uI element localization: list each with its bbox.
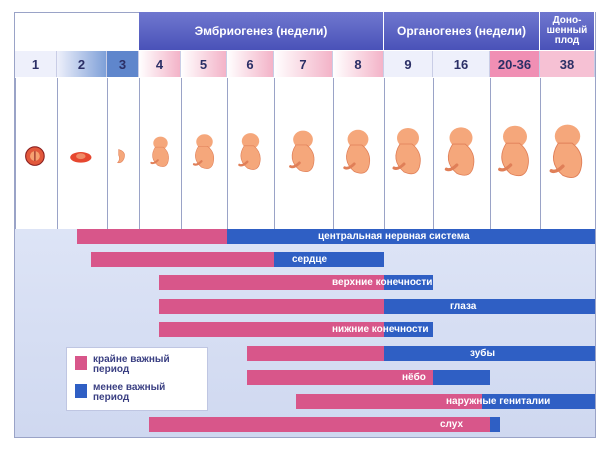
header-full-term: Доно- шенный плод xyxy=(540,12,595,50)
period-row: зубы xyxy=(0,346,608,361)
critical-period-bar xyxy=(149,417,490,432)
period-label: зубы xyxy=(470,348,495,359)
embryo-week6-icon xyxy=(233,130,268,181)
period-label: глаза xyxy=(450,301,477,312)
critical-period-bar xyxy=(159,299,384,314)
less-critical-period-bar xyxy=(490,417,500,432)
header-embryogenesis: Эмбриогенез (недели) xyxy=(139,12,384,50)
legend-critical-swatch xyxy=(75,356,87,370)
period-label: слух xyxy=(440,419,464,430)
column-divider xyxy=(595,78,596,436)
week-5: 5 xyxy=(181,51,227,77)
header-organogenesis: Органогенез (недели) xyxy=(384,12,540,50)
early-embryo-icon xyxy=(111,145,135,182)
less-critical-period-bar xyxy=(433,370,490,385)
period-label: наружные гениталии xyxy=(446,396,551,407)
week-1: 1 xyxy=(15,51,57,77)
less-critical-period-bar xyxy=(384,346,595,361)
week-4: 4 xyxy=(139,51,181,77)
week-6: 6 xyxy=(227,51,274,77)
period-row: слух xyxy=(0,417,608,432)
fetus-week16-icon xyxy=(438,123,484,189)
week-38: 38 xyxy=(540,51,595,77)
legend-critical-label: крайне важный период xyxy=(93,354,170,375)
week-8: 8 xyxy=(333,51,384,77)
week-7: 7 xyxy=(274,51,333,77)
embryo-week8-icon xyxy=(337,126,379,186)
critical-period-bar xyxy=(159,322,384,337)
embryo-week4-icon xyxy=(146,134,175,177)
less-critical-period-bar xyxy=(384,299,595,314)
period-row: глаза xyxy=(0,299,608,314)
legend-less-critical-label: менее важный период xyxy=(93,382,166,403)
critical-period-bar xyxy=(159,275,384,290)
period-row: нижние конечности xyxy=(0,322,608,337)
period-row: сердце xyxy=(0,252,608,267)
embryo-disc-icon xyxy=(69,144,95,184)
less-critical-period-bar xyxy=(384,275,433,290)
week-16: 16 xyxy=(433,51,490,77)
critical-period-bar xyxy=(247,370,433,385)
legend: крайне важный период менее важный период xyxy=(66,347,208,411)
embryo-week7-icon xyxy=(283,127,323,184)
period-row: центральная нервная система xyxy=(0,229,608,244)
legend-less-critical-swatch xyxy=(75,384,87,398)
period-label: сердце xyxy=(292,254,328,265)
critical-period-bar xyxy=(247,346,384,361)
critical-period-bar xyxy=(77,229,227,244)
week-3: 3 xyxy=(107,51,139,77)
less-critical-period-bar xyxy=(227,229,595,244)
less-critical-period-bar xyxy=(274,252,384,267)
less-critical-period-bar xyxy=(482,394,595,409)
fetus-week38-icon xyxy=(542,120,593,192)
period-label: нёбо xyxy=(402,372,426,383)
period-label: центральная нервная система xyxy=(318,231,470,242)
critical-period-bar xyxy=(296,394,482,409)
fetus-week20-36-icon xyxy=(491,121,539,190)
period-label: нижние конечности xyxy=(332,324,429,335)
fetus-week9-icon xyxy=(386,124,430,187)
week-2: 2 xyxy=(57,51,107,77)
period-row: нёбо xyxy=(0,370,608,385)
period-row: наружные гениталии xyxy=(0,394,608,409)
period-label: верхние конечности xyxy=(332,277,433,288)
week-20-36: 20-36 xyxy=(490,51,540,77)
week-9: 9 xyxy=(384,51,433,77)
zygote-icon xyxy=(24,145,48,182)
embryo-week5-icon xyxy=(188,131,221,180)
less-critical-period-bar xyxy=(384,322,433,337)
period-row: верхние конечности xyxy=(0,275,608,290)
critical-period-bar xyxy=(91,252,274,267)
